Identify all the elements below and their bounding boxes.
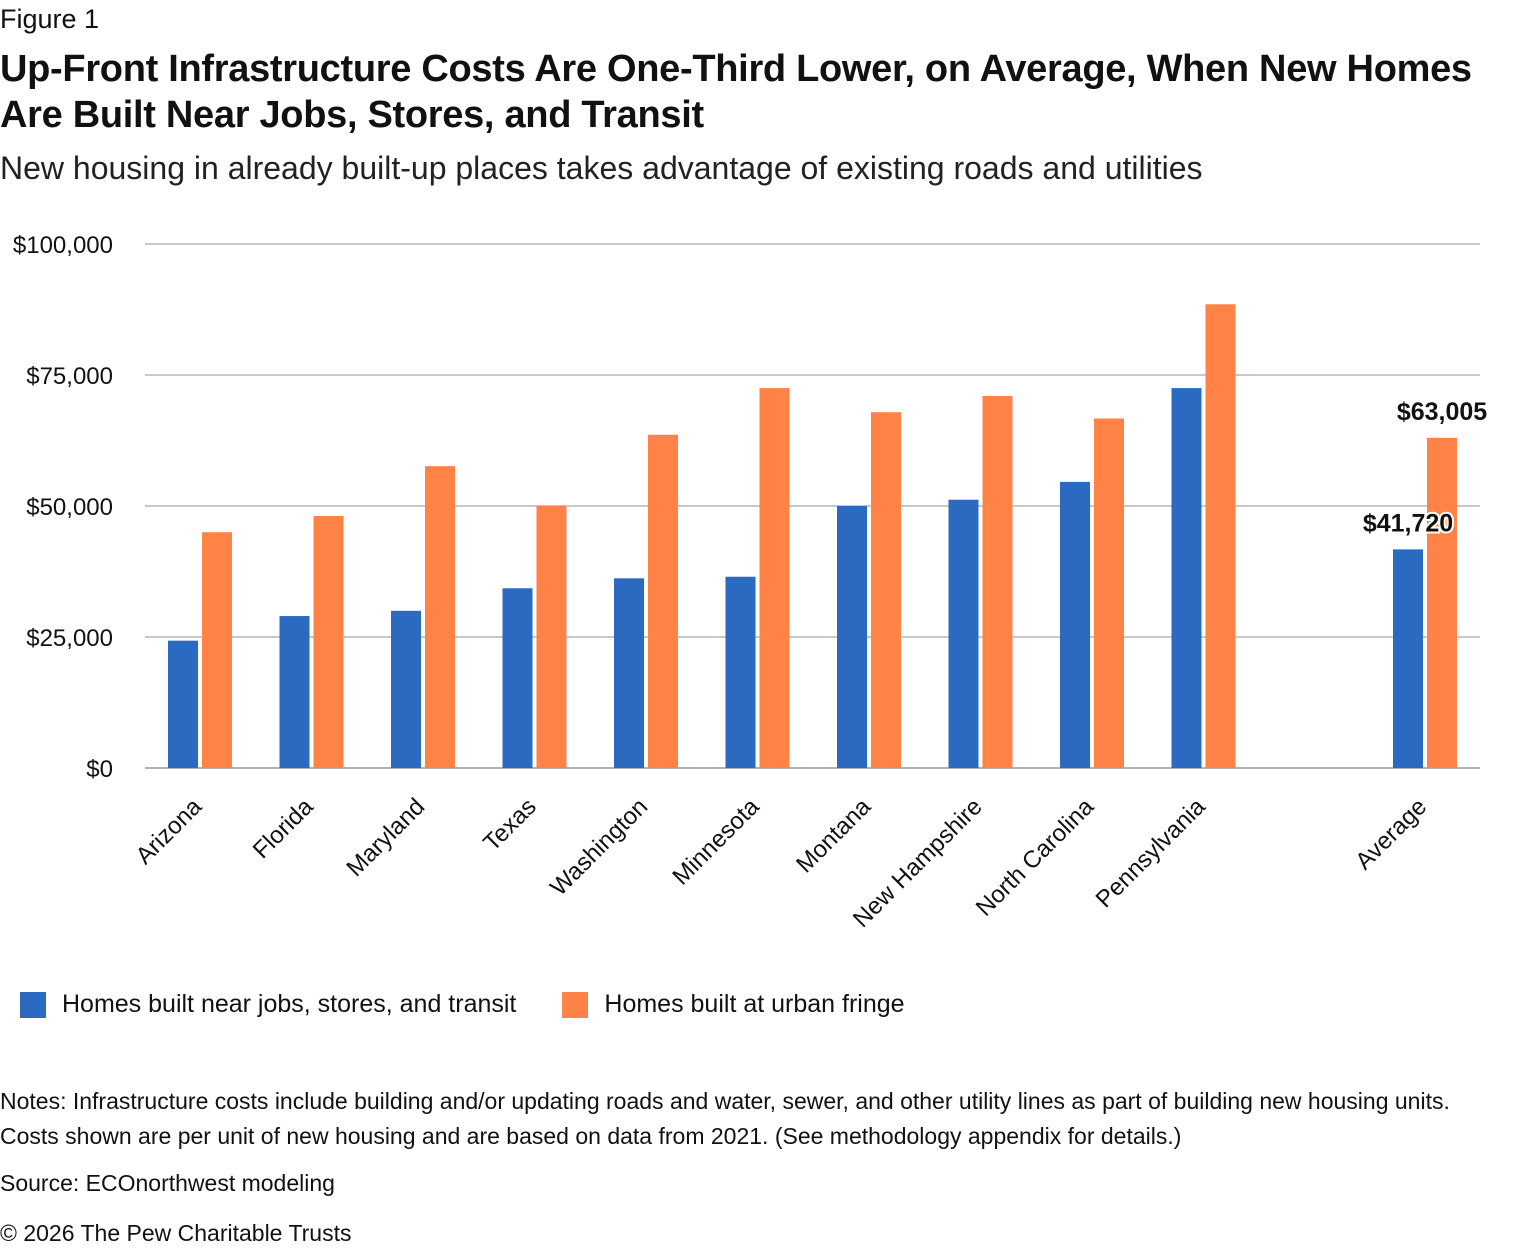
x-tick-label: Maryland bbox=[341, 793, 430, 882]
chart-notes: Notes: Infrastructure costs include buil… bbox=[0, 1088, 1450, 1149]
bar-fringe bbox=[313, 515, 344, 768]
bar-near bbox=[168, 640, 198, 768]
x-tick-label: Pennsylvania bbox=[1091, 793, 1211, 913]
y-tick-label: $100,000 bbox=[13, 232, 113, 259]
legend-item-fringe: Homes built at urban fringe bbox=[562, 990, 905, 1019]
x-tick-label: Florida bbox=[248, 793, 319, 864]
bar-near bbox=[614, 578, 644, 768]
bar-fringe bbox=[536, 506, 567, 768]
bar-fringe bbox=[982, 395, 1013, 768]
chart-legend: Homes built near jobs, stores, and trans… bbox=[20, 990, 905, 1019]
bar-near bbox=[391, 610, 421, 768]
bar-fringe bbox=[202, 532, 232, 768]
bar-fringe bbox=[759, 388, 790, 768]
bar-near bbox=[502, 588, 533, 768]
legend-swatch-near bbox=[20, 991, 46, 1018]
x-tick-label: Montana bbox=[791, 793, 877, 879]
bar-fringe bbox=[1205, 304, 1236, 768]
legend-label-near: Homes built near jobs, stores, and trans… bbox=[62, 990, 517, 1018]
copyright: © 2026 The Pew Charitable Trusts bbox=[0, 1220, 352, 1246]
legend-label-fringe: Homes built at urban fringe bbox=[604, 990, 905, 1018]
bar-near bbox=[1060, 481, 1090, 768]
x-tick-label: North Carolina bbox=[971, 793, 1100, 922]
bar-fringe bbox=[648, 434, 678, 768]
y-tick-label: $0 bbox=[86, 756, 113, 783]
bar-fringe bbox=[1427, 437, 1457, 768]
data-label: $41,720 bbox=[1363, 509, 1453, 537]
bar-near bbox=[1171, 388, 1202, 768]
bar-near bbox=[1393, 549, 1423, 768]
bar-near bbox=[279, 616, 310, 768]
x-tick-label: Average bbox=[1350, 793, 1432, 875]
legend-item-near: Homes built near jobs, stores, and trans… bbox=[20, 990, 516, 1019]
bar-fringe bbox=[1094, 418, 1124, 768]
bar-near bbox=[725, 576, 756, 768]
figure-label: Figure 1 bbox=[0, 4, 100, 34]
y-tick-label: $25,000 bbox=[26, 625, 113, 652]
bar-fringe bbox=[871, 412, 901, 768]
bar-chart: $0 $25,000 $50,000 $75,000 $100,000 Arizona Fl… bbox=[13, 232, 1489, 933]
chart-title: Up-Front Infrastructure Costs Are One-Th… bbox=[0, 48, 1472, 136]
bar-near bbox=[948, 499, 979, 768]
chart-source: Source: ECOnorthwest modeling bbox=[0, 1170, 335, 1196]
chart-subtitle: New housing in already built-up places t… bbox=[0, 150, 1203, 186]
bar-fringe bbox=[425, 466, 455, 768]
x-tick-label: Texas bbox=[478, 793, 541, 856]
data-label: $63,005 bbox=[1397, 398, 1487, 426]
legend-swatch-fringe bbox=[562, 991, 589, 1018]
y-tick-label: $75,000 bbox=[26, 363, 113, 390]
y-tick-label: $50,000 bbox=[26, 494, 113, 521]
x-tick-label: Arizona bbox=[131, 793, 208, 870]
x-tick-label: Minnesota bbox=[667, 793, 765, 891]
x-tick-label: Washington bbox=[545, 793, 653, 901]
bar-near bbox=[837, 506, 867, 768]
